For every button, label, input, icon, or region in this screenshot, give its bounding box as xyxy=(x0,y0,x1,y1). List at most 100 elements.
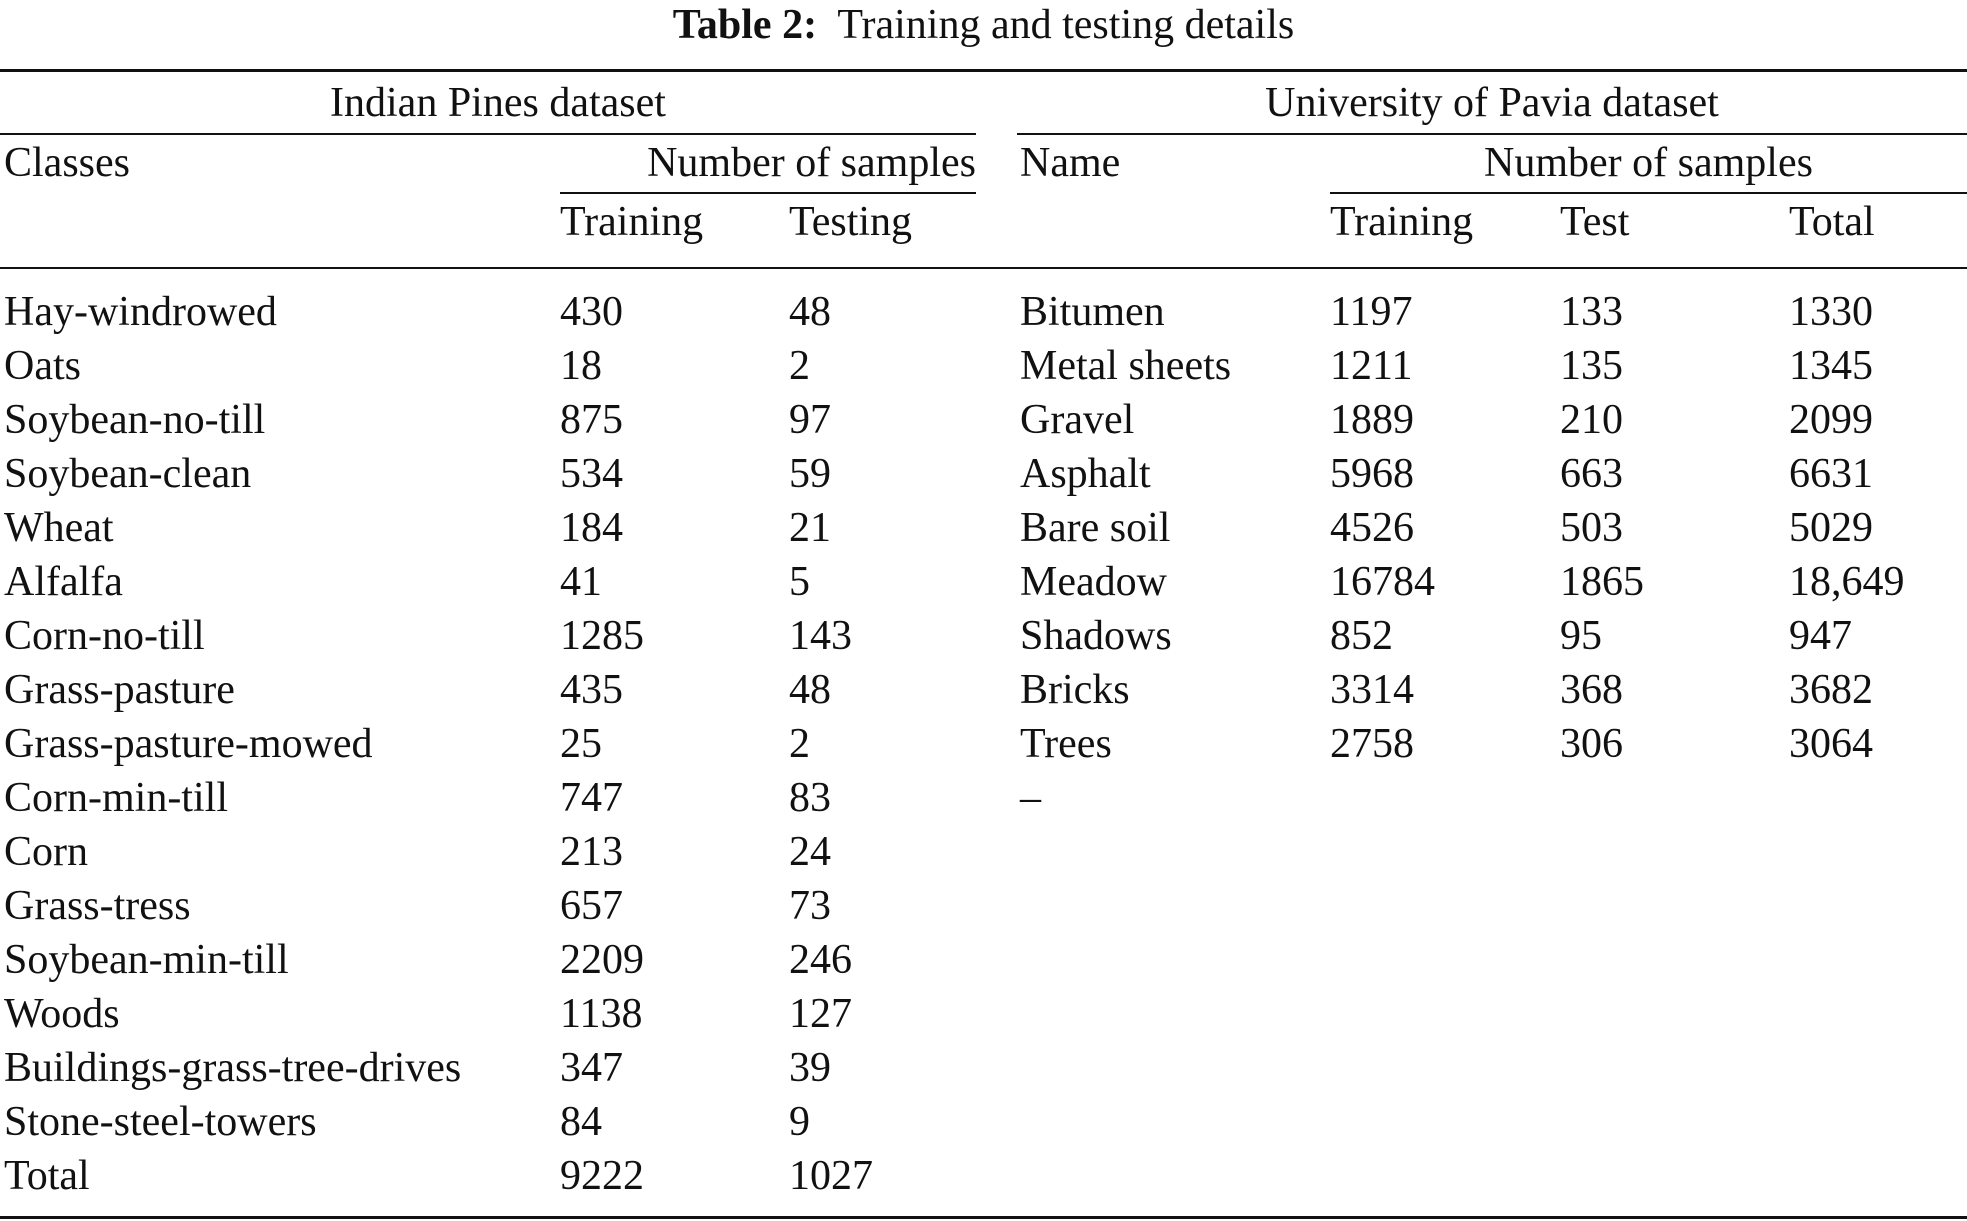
pavia-name: Shadows xyxy=(1020,613,1172,659)
training-count: 18 xyxy=(560,343,602,389)
class-name: Corn-no-till xyxy=(4,613,205,659)
pavia-total-header: Total xyxy=(1789,199,1875,245)
class-name: Woods xyxy=(4,991,120,1037)
testing-count: 97 xyxy=(789,397,831,443)
pavia-name: Bricks xyxy=(1020,667,1130,713)
pavia-name: Meadow xyxy=(1020,559,1167,605)
testing-count: 48 xyxy=(789,667,831,713)
training-count: 1138 xyxy=(560,991,643,1037)
class-name: Soybean-clean xyxy=(4,451,252,497)
training-count: 1285 xyxy=(560,613,644,659)
pavia-training: 1889 xyxy=(1330,397,1414,443)
pavia-samples-rule xyxy=(1330,192,1967,194)
testing-count: 246 xyxy=(789,937,852,983)
indian-pines-samples-header: Number of samples xyxy=(647,140,976,186)
pavia-name: Bare soil xyxy=(1020,505,1171,551)
class-name: Buildings-grass-tree-drives xyxy=(4,1045,462,1091)
pavia-name-header: Name xyxy=(1020,140,1121,186)
pavia-test: 135 xyxy=(1560,343,1623,389)
testing-count: 21 xyxy=(789,505,831,551)
testing-count: 1027 xyxy=(789,1153,873,1199)
pavia-name: Metal sheets xyxy=(1020,343,1232,389)
testing-count: 143 xyxy=(789,613,852,659)
pavia-name: Bitumen xyxy=(1020,289,1165,335)
indian-pines-training-header: Training xyxy=(560,199,704,245)
testing-count: 59 xyxy=(789,451,831,497)
class-name: Corn xyxy=(4,829,88,875)
table-caption: Table 2: Training and testing details xyxy=(0,0,1967,50)
pavia-total: 6631 xyxy=(1789,451,1873,497)
pavia-total: 5029 xyxy=(1789,505,1873,551)
training-count: 435 xyxy=(560,667,623,713)
pavia-test: 663 xyxy=(1560,451,1623,497)
training-count: 213 xyxy=(560,829,623,875)
pavia-test: 368 xyxy=(1560,667,1623,713)
training-count: 9222 xyxy=(560,1153,644,1199)
pavia-test: 133 xyxy=(1560,289,1623,335)
pavia-test: 1865 xyxy=(1560,559,1644,605)
training-count: 41 xyxy=(560,559,602,605)
class-name: Total xyxy=(4,1153,90,1199)
training-count: 84 xyxy=(560,1099,602,1145)
training-count: 184 xyxy=(560,505,623,551)
table-caption-label: Table 2: xyxy=(672,2,818,48)
testing-count: 5 xyxy=(789,559,810,605)
testing-count: 24 xyxy=(789,829,831,875)
pavia-title: University of Pavia dataset xyxy=(1265,80,1719,126)
pavia-training: 1197 xyxy=(1330,289,1413,335)
bottom-rule xyxy=(0,1216,1967,1219)
pavia-training: 852 xyxy=(1330,613,1393,659)
testing-count: 39 xyxy=(789,1045,831,1091)
indian-pines-samples-rule xyxy=(560,192,976,194)
testing-count: 2 xyxy=(789,343,810,389)
pavia-samples-header: Number of samples xyxy=(1484,140,1813,186)
class-name: Grass-pasture xyxy=(4,667,235,713)
pavia-training: 3314 xyxy=(1330,667,1414,713)
pavia-total: 3682 xyxy=(1789,667,1873,713)
class-name: Alfalfa xyxy=(4,559,123,605)
training-count: 25 xyxy=(560,721,602,767)
pavia-title-rule xyxy=(1017,133,1967,135)
table-caption-text: Training and testing details xyxy=(837,2,1295,48)
pavia-test: 210 xyxy=(1560,397,1623,443)
pavia-training-header: Training xyxy=(1330,199,1474,245)
pavia-total: 3064 xyxy=(1789,721,1873,767)
training-count: 430 xyxy=(560,289,623,335)
pavia-training: 4526 xyxy=(1330,505,1414,551)
class-name: Hay-windrowed xyxy=(4,289,277,335)
indian-pines-title: Indian Pines dataset xyxy=(330,80,666,126)
testing-count: 83 xyxy=(789,775,831,821)
pavia-name: Gravel xyxy=(1020,397,1135,443)
class-name: Wheat xyxy=(4,505,114,551)
pavia-training: 16784 xyxy=(1330,559,1435,605)
pavia-name: – xyxy=(1020,775,1041,821)
class-name: Grass-tress xyxy=(4,883,191,929)
testing-count: 48 xyxy=(789,289,831,335)
pavia-name: Asphalt xyxy=(1020,451,1151,497)
pavia-training: 2758 xyxy=(1330,721,1414,767)
class-name: Soybean-no-till xyxy=(4,397,266,443)
training-count: 534 xyxy=(560,451,623,497)
pavia-total: 1330 xyxy=(1789,289,1873,335)
top-rule xyxy=(0,69,1967,72)
class-name: Stone-steel-towers xyxy=(4,1099,317,1145)
pavia-test: 503 xyxy=(1560,505,1623,551)
testing-count: 73 xyxy=(789,883,831,929)
class-name: Oats xyxy=(4,343,81,389)
class-name: Corn-min-till xyxy=(4,775,228,821)
training-count: 2209 xyxy=(560,937,644,983)
testing-count: 127 xyxy=(789,991,852,1037)
class-name: Grass-pasture-mowed xyxy=(4,721,373,767)
pavia-total: 947 xyxy=(1789,613,1852,659)
pavia-test: 95 xyxy=(1560,613,1602,659)
indian-pines-testing-header: Testing xyxy=(789,199,913,245)
header-bottom-rule xyxy=(0,267,1967,269)
pavia-total: 18,649 xyxy=(1789,559,1905,605)
training-count: 347 xyxy=(560,1045,623,1091)
class-name: Soybean-min-till xyxy=(4,937,289,983)
training-count: 747 xyxy=(560,775,623,821)
training-count: 657 xyxy=(560,883,623,929)
pavia-total: 2099 xyxy=(1789,397,1873,443)
classes-header: Classes xyxy=(4,140,130,186)
pavia-test: 306 xyxy=(1560,721,1623,767)
